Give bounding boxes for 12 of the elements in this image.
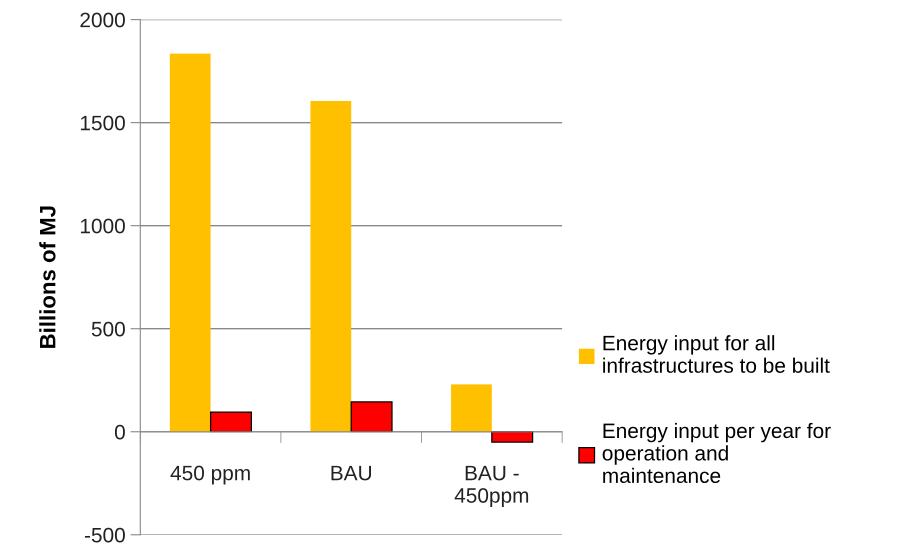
y-tick-label: 2000 xyxy=(80,12,125,28)
y-tick-label: 500 xyxy=(92,322,125,336)
x-tick-label: 450 ppm xyxy=(170,466,250,485)
x-tick-label: BAU xyxy=(332,466,372,480)
y-tick-label: 0 xyxy=(114,424,125,440)
legend-label: Energy input for all infrastructures to be built xyxy=(603,335,830,373)
y-tick-label: 1000 xyxy=(80,218,125,234)
y-tick-label: -500 xyxy=(84,528,125,543)
x-tick-label: BAU - 450ppm xyxy=(454,466,528,507)
y-tick-label: 1500 xyxy=(80,116,125,130)
legend-label: Energy input per year for operation and maintenance xyxy=(602,422,831,484)
y-axis-title: Billions of MJ xyxy=(39,206,56,348)
